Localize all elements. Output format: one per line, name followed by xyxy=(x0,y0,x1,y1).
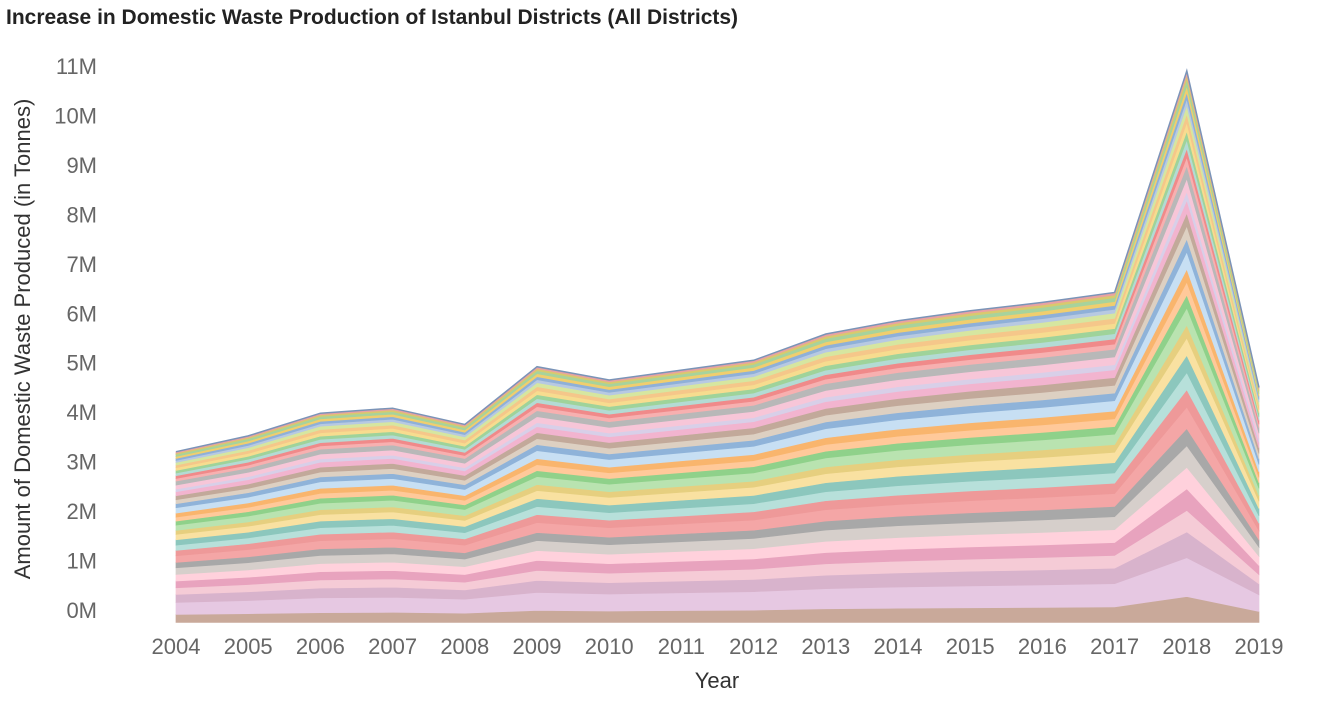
x-tick-label: 2008 xyxy=(440,634,489,659)
x-axis-ticks: 2004 2005 2006 2007 2008 2009 2010 2011 2012 2013… xyxy=(152,634,1284,659)
y-tick-label: 11M xyxy=(56,54,97,79)
x-tick-label: 2012 xyxy=(729,634,778,659)
x-tick-label: 2014 xyxy=(874,634,923,659)
y-axis-ticks: 0M 1M 2M 3M 4M 5M 6M 7M 8M 9M 10M 11M xyxy=(54,54,97,623)
y-tick-label: 7M xyxy=(66,252,97,277)
x-tick-label: 2011 xyxy=(658,634,705,659)
y-tick-label: 1M xyxy=(66,549,97,574)
y-tick-label: 0M xyxy=(66,598,97,623)
x-tick-label: 2007 xyxy=(368,634,417,659)
y-tick-label: 6M xyxy=(66,301,97,326)
x-axis-label: Year xyxy=(695,668,739,693)
x-tick-label: 2015 xyxy=(946,634,995,659)
x-tick-label: 2006 xyxy=(296,634,345,659)
y-tick-label: 5M xyxy=(66,351,97,376)
x-tick-label: 2018 xyxy=(1162,634,1211,659)
area-bands xyxy=(175,68,1260,623)
y-tick-label: 10M xyxy=(54,103,97,128)
y-tick-label: 4M xyxy=(66,400,97,425)
y-tick-label: 3M xyxy=(66,450,97,475)
y-tick-label: 9M xyxy=(66,153,97,178)
x-tick-label: 2016 xyxy=(1018,634,1067,659)
x-tick-label: 2019 xyxy=(1235,634,1284,659)
x-tick-label: 2010 xyxy=(585,634,634,659)
x-tick-label: 2004 xyxy=(152,634,201,659)
x-tick-label: 2005 xyxy=(224,634,273,659)
y-tick-label: 8M xyxy=(66,202,97,227)
chart-title: Increase in Domestic Waste Production of… xyxy=(6,6,739,29)
x-tick-label: 2013 xyxy=(801,634,850,659)
y-axis-label: Amount of Domestic Waste Produced (in To… xyxy=(10,99,35,580)
y-tick-label: 2M xyxy=(66,499,97,524)
x-tick-label: 2017 xyxy=(1090,634,1139,659)
area-top-outline xyxy=(175,68,1260,453)
x-tick-label: 2009 xyxy=(513,634,562,659)
